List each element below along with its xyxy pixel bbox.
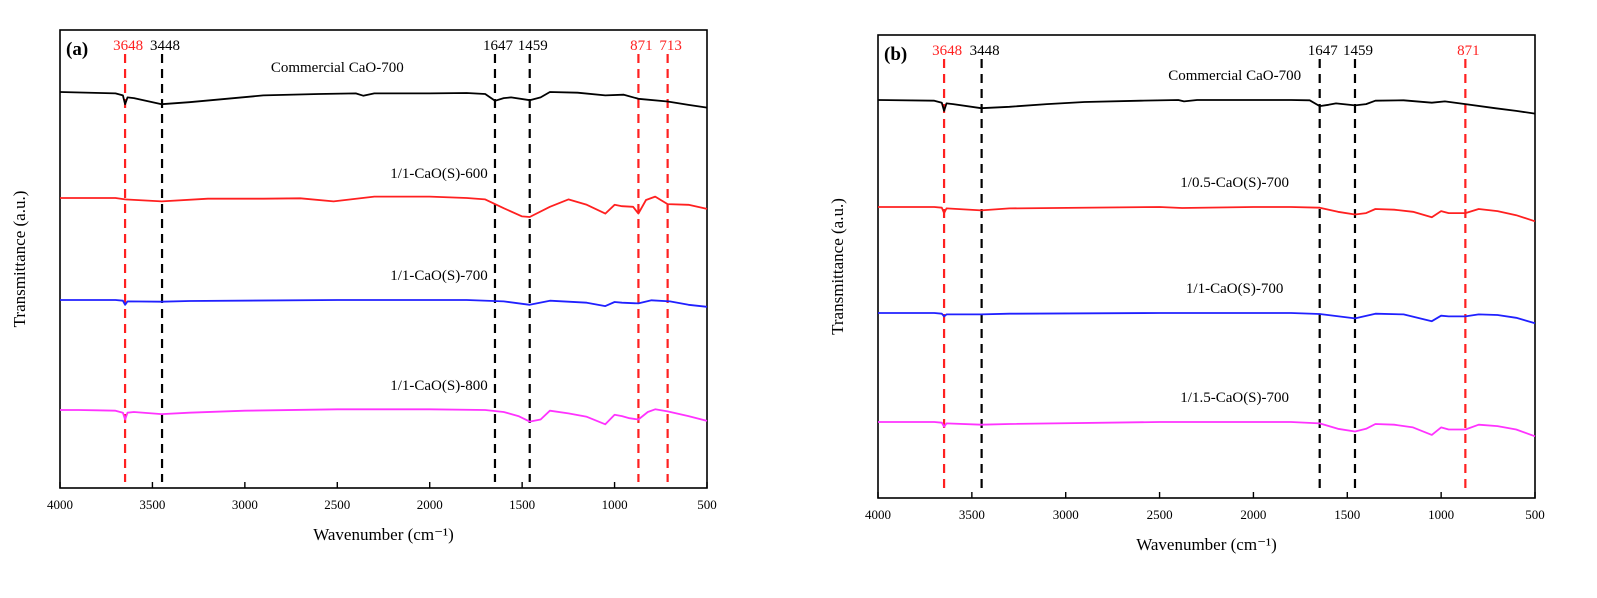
- x-tick-label: 2500: [1147, 507, 1173, 522]
- series-line-3: [59, 91, 708, 109]
- panel-label: (b): [884, 44, 907, 65]
- y-axis-title: Transmittance (a.u.): [828, 198, 847, 335]
- x-tick-label: 2500: [324, 497, 350, 512]
- chart-panel-b: 4000 3500 3000 2500 2000 1500 1000 500 Wavenumbe…: [828, 34, 1545, 554]
- x-tick-label: 1500: [1334, 507, 1360, 522]
- series-label-3: Commercial CaO-700: [271, 60, 404, 76]
- series-label-3: Commercial CaO-700: [1168, 68, 1301, 84]
- chart-panel-a: 4000 3500 3000 2500 2000 1500 1000 500 Wavenumbe…: [10, 29, 717, 544]
- x-tick-label: 1500: [509, 497, 535, 512]
- peak-label-1647: 1647: [483, 38, 514, 54]
- series-line-3: [877, 99, 1536, 115]
- x-tick-label: 2000: [1240, 507, 1266, 522]
- peak-label-871: 871: [630, 38, 653, 54]
- plot-frame: [877, 34, 1536, 499]
- peak-label-871: 871: [1457, 43, 1480, 59]
- x-axis-title: Wavenumber (cm⁻¹): [313, 525, 454, 544]
- series-line-2: [878, 206, 1536, 223]
- series-label-1: 1/1-CaO(S)-700: [1186, 281, 1284, 297]
- x-tick-label: 4000: [865, 507, 891, 522]
- peak-label-3448: 3448: [970, 43, 1000, 59]
- series-label-0: 1/1.5-CaO(S)-700: [1180, 390, 1289, 406]
- x-tick-label: 3500: [959, 507, 985, 522]
- series-line-2: [60, 195, 708, 218]
- x-tick-label: 1000: [602, 497, 628, 512]
- peak-label-1647: 1647: [1308, 43, 1339, 59]
- x-axis-title: Wavenumber (cm⁻¹): [1136, 535, 1277, 554]
- x-tick-label: 3500: [139, 497, 165, 512]
- series-label-2: 1/1-CaO(S)-600: [390, 166, 488, 182]
- panel-label: (a): [66, 39, 88, 60]
- peak-label-3448: 3448: [150, 38, 180, 54]
- series-line-0: [878, 421, 1536, 438]
- x-tick-label: 3000: [232, 497, 258, 512]
- plot-frame: [59, 29, 708, 489]
- x-tick-label: 2000: [417, 497, 443, 512]
- x-tick-label: 3000: [1053, 507, 1079, 522]
- series-label-0: 1/1-CaO(S)-800: [390, 378, 488, 394]
- series-line-1: [878, 312, 1536, 325]
- x-tick-label: 500: [1525, 507, 1545, 522]
- peak-label-1459: 1459: [1343, 43, 1373, 59]
- series-label-1: 1/1-CaO(S)-700: [390, 268, 488, 284]
- x-tick-label: 500: [697, 497, 717, 512]
- peak-label-3648: 3648: [113, 38, 143, 54]
- x-tick-label: 4000: [47, 497, 73, 512]
- series-label-2: 1/0.5-CaO(S)-700: [1180, 175, 1289, 191]
- series-line-1: [60, 299, 708, 308]
- peak-label-713: 713: [659, 38, 682, 54]
- peak-label-1459: 1459: [518, 38, 548, 54]
- y-axis-title: Transmittance (a.u.): [10, 191, 29, 328]
- series-line-0: [60, 408, 708, 426]
- x-tick-label: 1000: [1428, 507, 1454, 522]
- peak-label-3648: 3648: [932, 43, 962, 59]
